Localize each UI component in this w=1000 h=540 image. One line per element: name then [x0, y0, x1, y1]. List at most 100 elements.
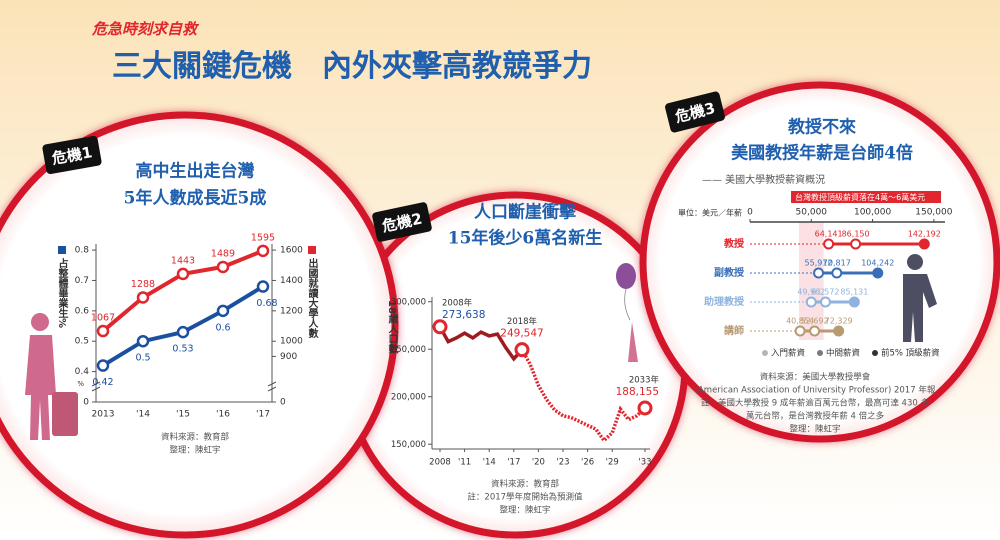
- y2-tick-label: 1600: [280, 246, 303, 256]
- y-tick-label: 150,000: [391, 440, 426, 450]
- x-tick-label: '15: [176, 410, 190, 420]
- y-tick-label: 250,000: [391, 345, 426, 355]
- value-label: 104,242: [861, 259, 894, 268]
- source-note: 整理：陳虹宇: [789, 424, 840, 435]
- x-tick-label: '29: [606, 458, 619, 468]
- x-tick-label: '14: [483, 458, 496, 468]
- annotation-value: 249,547: [500, 328, 543, 340]
- y-tick-label: 0: [83, 398, 89, 408]
- axis-label: 占整體畢業生%: [56, 257, 69, 328]
- chart-title: 5年人數成長近5成: [124, 188, 267, 209]
- value-label: 1067: [91, 313, 115, 324]
- annotation-year: 2018年: [507, 316, 538, 327]
- x-tick-label: '16: [216, 410, 230, 420]
- axis-label-key: [58, 246, 66, 254]
- value-label: 52,692: [801, 317, 829, 326]
- y2-tick-label: 1200: [280, 306, 303, 316]
- value-label: 1288: [131, 279, 155, 290]
- source-note: 資料來源：教育部: [161, 432, 230, 443]
- point: [176, 267, 190, 281]
- y2-tick-label: 1400: [280, 276, 303, 286]
- value-label: 61,572: [811, 288, 839, 297]
- x-tick-label: '20: [532, 458, 545, 468]
- dot: [819, 296, 831, 308]
- annotation-value: 273,638: [442, 309, 485, 321]
- value-label: 1489: [211, 248, 235, 259]
- dot: [813, 267, 825, 279]
- point: [176, 325, 190, 339]
- dot: [809, 325, 821, 337]
- point: [136, 291, 150, 304]
- x-tick-label: 0: [747, 208, 753, 218]
- subtitle: —— 美國大學教授薪資概況: [702, 173, 825, 186]
- x-tick-label: '17: [507, 458, 520, 468]
- dot: [823, 238, 835, 250]
- value-label: 0.6: [215, 322, 230, 333]
- dot: [850, 238, 862, 250]
- legend-dot: [817, 350, 823, 356]
- highlight-label: 台灣教授頂級薪資落在4萬～6萬美元: [795, 192, 925, 202]
- source-note: 資料來源：教育部: [491, 479, 560, 490]
- point: [96, 359, 110, 372]
- y2-tick-label: 900: [280, 352, 297, 362]
- y-tick-label: 0.5: [75, 337, 89, 347]
- y-tick-label: 0.6: [75, 306, 90, 316]
- unit-label: 單位：美元／年薪: [678, 208, 742, 218]
- badge-box: [42, 135, 102, 175]
- value-label: 0.53: [172, 344, 193, 355]
- point: [432, 319, 448, 335]
- axis-break: [267, 381, 277, 392]
- x-tick-label: '17: [256, 410, 270, 420]
- badge: 危機1: [42, 135, 102, 175]
- value-label: 1595: [251, 232, 275, 243]
- source-note: (American Association of University Prof…: [695, 385, 936, 396]
- highlight-box: [791, 191, 942, 203]
- x-tick-label: '14: [136, 410, 150, 420]
- value-label: 0.42: [92, 377, 113, 388]
- point: [514, 342, 530, 358]
- value-label: 0.5: [135, 353, 150, 364]
- y2-tick-label: 0: [280, 398, 286, 408]
- annotation-year: 2033年: [629, 375, 660, 386]
- point: [637, 400, 653, 416]
- point: [216, 260, 230, 274]
- x-tick-label: 2008: [429, 458, 451, 468]
- value-label: 70,817: [823, 259, 851, 268]
- value-label: 85,131: [840, 288, 868, 297]
- dot: [848, 296, 860, 308]
- value-label: 49,962: [797, 288, 825, 297]
- x-tick-label: 100,000: [854, 208, 891, 218]
- axis-break: [91, 381, 101, 392]
- value-label: 142,192: [908, 230, 941, 239]
- badge-box: [372, 202, 432, 242]
- y-tick-label: 200,000: [391, 392, 426, 402]
- source-note: 註：美國大學教授 9 成年薪逾百萬元台幣，最高可達 430 多: [701, 398, 929, 409]
- dot: [831, 267, 843, 279]
- highlight-band: [799, 222, 824, 340]
- value-label: 64,141: [815, 230, 843, 239]
- legend-dot: [762, 350, 768, 356]
- source-note: 整理：陳虹宇: [169, 445, 220, 456]
- category-label: 副教授: [714, 266, 745, 279]
- legend-label: 前5% 頂級薪資: [881, 348, 940, 359]
- x-tick-label: 150,000: [915, 208, 952, 218]
- y-tick-label: 0.8: [75, 246, 90, 256]
- professor: [903, 254, 937, 342]
- point: [256, 280, 270, 293]
- category-label: 講師: [724, 324, 744, 337]
- dot: [918, 238, 930, 250]
- y-tick-label: 300,000: [391, 297, 426, 307]
- point: [96, 324, 110, 338]
- dot: [872, 267, 884, 279]
- value-label: 40,854: [786, 317, 814, 326]
- projected-line: [520, 348, 647, 444]
- x-tick-label: '11: [458, 458, 471, 468]
- point: [256, 244, 270, 258]
- point: [136, 334, 150, 348]
- badge-box: [665, 91, 725, 133]
- axis-label: 出國就讀大學人數: [306, 257, 318, 339]
- value-label: 86,150: [842, 230, 870, 239]
- chart-title: 美國教授年薪是台師4倍: [731, 143, 913, 164]
- source-note: 整理：陳虹宇: [499, 505, 550, 516]
